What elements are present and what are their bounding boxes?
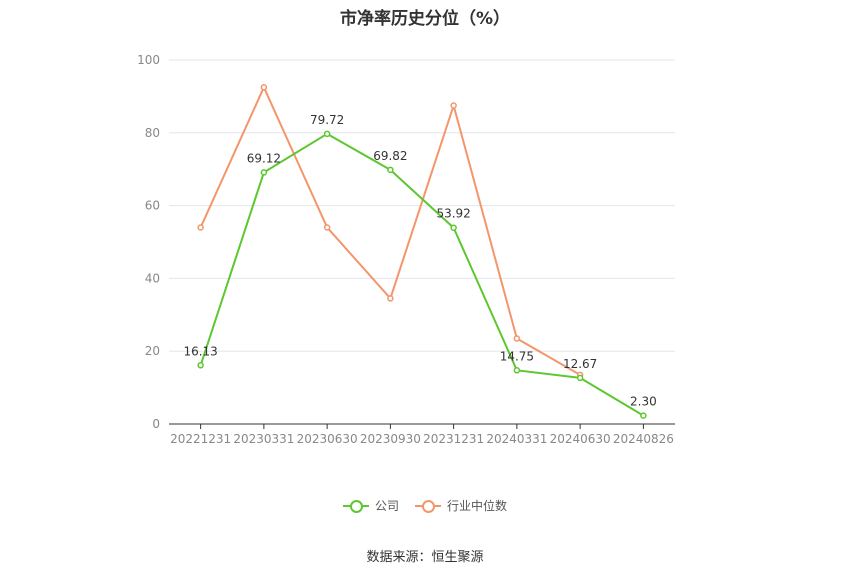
y-tick-label: 80 <box>145 126 160 140</box>
y-tick-label: 40 <box>145 271 160 285</box>
y-tick-label: 100 <box>137 53 160 67</box>
data-point-0 <box>197 362 204 369</box>
x-tick-label: 20231231 <box>423 432 484 446</box>
series-line-1 <box>199 86 581 376</box>
data-point-1 <box>323 224 331 231</box>
data-label: 53.92 <box>436 207 470 221</box>
x-tick-label: 20230630 <box>297 432 358 446</box>
data-point-0 <box>640 412 647 419</box>
y-tick-label: 0 <box>152 417 160 431</box>
data-label: 79.72 <box>310 113 344 127</box>
data-point-0 <box>450 224 457 231</box>
data-point-0 <box>387 166 394 174</box>
data-point-0 <box>576 374 584 382</box>
data-point-1 <box>387 295 394 302</box>
chart-legend: 公司 行业中位数 <box>0 497 850 514</box>
x-tick-label: 20240630 <box>550 432 611 446</box>
y-tick-label: 20 <box>145 344 160 358</box>
data-point-1 <box>197 224 204 231</box>
legend-label-industry-median: 行业中位数 <box>447 499 508 513</box>
data-point-0 <box>323 130 331 138</box>
data-point-0 <box>260 169 268 176</box>
data-label: 69.82 <box>373 149 407 163</box>
y-tick-label: 60 <box>145 199 160 213</box>
x-tick-label: 20230331 <box>233 432 294 446</box>
data-point-1 <box>450 102 457 109</box>
x-tick-label: 20240331 <box>486 432 547 446</box>
legend-label-company: 公司 <box>374 499 399 513</box>
data-label: 2.30 <box>630 395 657 409</box>
data-label: 14.75 <box>500 349 534 363</box>
data-source-note: 数据来源：恒生聚源 <box>366 550 484 565</box>
x-tick-label: 20221231 <box>170 432 231 446</box>
legend-item-company[interactable]: 公司 <box>342 497 399 514</box>
legend-marker-industry-median <box>415 498 441 514</box>
data-label: 16.13 <box>183 344 217 358</box>
data-point-0 <box>513 367 521 374</box>
data-label: 69.12 <box>247 151 281 165</box>
x-tick-label: 20240826 <box>613 432 674 446</box>
chart-title: 市净率历史分位（%） <box>339 9 511 29</box>
legend-marker-company <box>342 498 369 514</box>
data-point-1 <box>513 335 521 342</box>
x-tick-label: 20230930 <box>360 432 421 446</box>
series-line-0 <box>199 132 644 417</box>
data-label: 12.67 <box>563 357 597 371</box>
data-point-1 <box>260 84 268 91</box>
legend-item-industry-median[interactable]: 行业中位数 <box>415 497 507 514</box>
